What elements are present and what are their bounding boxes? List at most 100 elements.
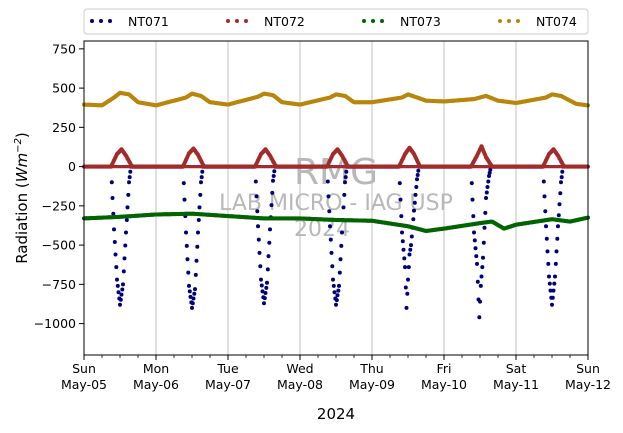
y-axis-label-unit: Wm	[13, 153, 31, 182]
data-point	[114, 265, 119, 270]
x-tick-day: Wed	[286, 361, 313, 376]
data-point	[548, 288, 553, 293]
data-point	[124, 230, 128, 235]
data-point	[336, 288, 341, 293]
data-point	[328, 237, 333, 242]
data-point	[182, 197, 187, 202]
data-point	[482, 225, 487, 230]
data-point	[556, 213, 561, 218]
x-tick-day: Sun	[576, 361, 600, 376]
data-point	[258, 264, 263, 269]
data-point	[471, 214, 476, 219]
data-point	[191, 296, 196, 301]
data-point	[272, 169, 277, 174]
data-point	[556, 224, 560, 229]
legend-marker	[362, 19, 366, 23]
data-point	[200, 169, 205, 174]
x-tick-day: Fri	[437, 361, 452, 376]
data-point	[553, 274, 557, 279]
data-point	[481, 255, 485, 260]
data-point	[109, 180, 114, 185]
data-point	[267, 240, 272, 245]
data-point	[401, 247, 406, 252]
y-tick-label: −250	[42, 198, 76, 213]
data-point	[477, 315, 482, 320]
watermark-line2: LAB MICRO - IAG USP	[219, 191, 453, 216]
data-point	[112, 240, 117, 244]
data-point	[478, 299, 482, 304]
data-point	[196, 230, 200, 235]
data-point	[266, 254, 271, 259]
legend-marker	[108, 19, 112, 23]
x-tick-date: May-06	[133, 377, 179, 392]
legend-marker	[516, 19, 520, 23]
data-point	[332, 290, 337, 295]
legend-marker	[99, 19, 103, 23]
data-point	[406, 277, 410, 282]
data-point	[122, 256, 127, 261]
data-point	[408, 247, 413, 252]
watermark-line1: RMG	[294, 152, 378, 193]
data-point	[263, 291, 268, 295]
data-point	[475, 261, 479, 266]
x-axis: SunMay-05MonMay-06TueMay-07WedMay-08ThuM…	[61, 355, 611, 392]
series-layer	[82, 90, 590, 320]
legend-marker	[90, 19, 94, 23]
data-point	[487, 170, 492, 175]
data-point	[199, 175, 204, 180]
series-nt073	[82, 211, 590, 233]
data-point	[270, 190, 275, 195]
data-point	[337, 283, 341, 288]
data-point	[326, 194, 331, 199]
data-point	[121, 282, 125, 287]
data-point	[256, 237, 261, 242]
legend-entry-nt073: NT073	[362, 14, 441, 29]
y-axis-label-exp: −2	[13, 138, 24, 153]
data-point	[197, 205, 202, 210]
legend-label: NT071	[128, 14, 169, 29]
data-point	[543, 209, 548, 214]
x-tick-date: May-05	[61, 377, 107, 392]
data-point	[344, 169, 349, 174]
data-point	[331, 277, 335, 282]
data-point	[119, 292, 124, 297]
y-tick-label: −750	[42, 277, 76, 292]
data-point	[123, 243, 128, 248]
data-point	[128, 169, 133, 174]
data-point	[260, 289, 265, 294]
data-point	[547, 274, 551, 279]
data-point	[335, 293, 340, 298]
legend-label: NT073	[400, 14, 441, 29]
data-point	[194, 258, 199, 263]
data-point	[265, 267, 270, 272]
data-point	[327, 209, 332, 214]
legend: NT071 NT072 NT073 NT074	[83, 8, 589, 35]
data-point	[472, 230, 476, 235]
data-point	[342, 192, 347, 197]
data-point	[325, 179, 330, 184]
data-point	[411, 217, 416, 222]
data-point	[253, 179, 258, 184]
data-point	[404, 305, 409, 310]
legend-frame	[83, 8, 589, 35]
data-point	[338, 257, 343, 262]
data-point	[559, 180, 563, 185]
data-point	[405, 291, 410, 296]
data-point	[124, 218, 129, 222]
data-point	[190, 301, 195, 306]
legend-marker	[371, 19, 375, 23]
data-point	[550, 295, 555, 300]
data-point	[398, 197, 403, 202]
data-point	[479, 274, 484, 279]
data-point	[259, 283, 264, 288]
series-nt072	[82, 144, 590, 169]
data-point	[469, 181, 474, 186]
data-point	[268, 227, 272, 232]
data-point	[196, 218, 201, 222]
data-point	[257, 250, 262, 255]
y-axis-label-prefix: Radiation (	[13, 182, 31, 264]
data-point	[265, 280, 269, 285]
data-point	[470, 197, 475, 202]
data-point	[544, 236, 549, 241]
y-tick-label: 750	[52, 41, 76, 56]
